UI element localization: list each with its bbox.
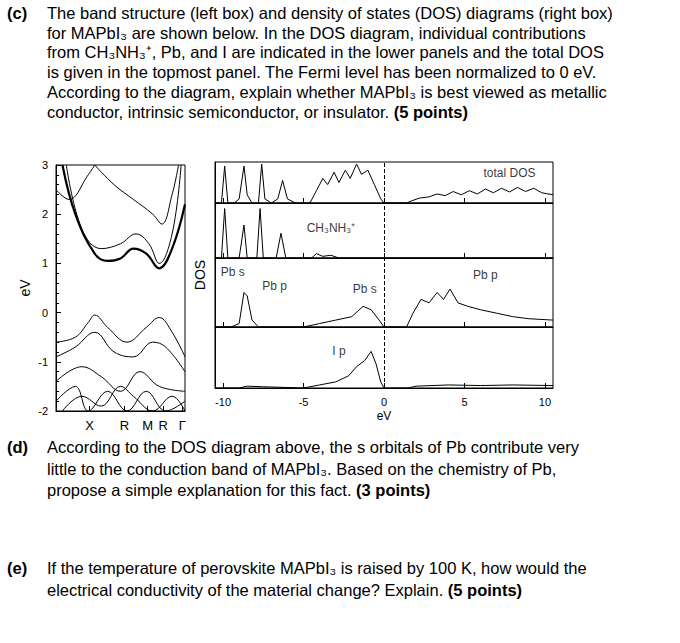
- svg-text:R: R: [120, 418, 129, 433]
- svg-text:Pb s: Pb s: [221, 265, 245, 279]
- html-text:The band structure (left box): The band structure (left box) and densit…: [47, 4, 613, 22]
- html-text:electrical conductivity of the: electrical conductivity of the material …: [47, 581, 523, 599]
- svg-text:5: 5: [461, 396, 467, 408]
- svg-text:total DOS: total DOS: [484, 166, 536, 180]
- html-text:conductor, intrinsic semicondu: conductor, intrinsic semiconductor, or i…: [47, 102, 468, 121]
- html-text:(c): (c): [7, 4, 28, 22]
- svg-text:0: 0: [42, 307, 48, 319]
- html-text:is given in the topmost panel.: is given in the topmost panel. The Fermi…: [47, 63, 597, 82]
- svg-text:eV: eV: [377, 409, 392, 423]
- html-text:for MAPbI₃ are shown below. In: for MAPbI₃ are shown below. In the DOS d…: [47, 23, 586, 42]
- svg-text:I p: I p: [332, 344, 346, 358]
- svg-text:R: R: [158, 418, 167, 433]
- svg-text:10: 10: [539, 396, 551, 408]
- svg-text:M: M: [142, 418, 153, 433]
- svg-text:-5: -5: [299, 396, 309, 408]
- html-text:According to the diagram, expl: According to the diagram, explain whethe…: [47, 82, 607, 101]
- svg-text:Pb p: Pb p: [262, 279, 287, 293]
- html-text:from CH₃NH₃⁺, Pb, and I are in: from CH₃NH₃⁺, Pb, and I are indicated in…: [47, 43, 604, 62]
- svg-text:CH₃NH₃⁺: CH₃NH₃⁺: [307, 221, 355, 235]
- html-text:(d): (d): [7, 438, 29, 456]
- svg-text:-2: -2: [38, 405, 48, 417]
- html-text:little to the conduction band: little to the conduction band of MAPbI₃.…: [47, 459, 557, 478]
- html-text:DOS: DOS: [192, 259, 209, 291]
- svg-text:Pb s: Pb s: [353, 282, 377, 296]
- svg-text:-10: -10: [215, 396, 231, 408]
- svg-text:1: 1: [42, 257, 48, 269]
- svg-text:0: 0: [381, 396, 387, 408]
- svg-text:Pb p: Pb p: [473, 268, 498, 282]
- svg-text:X: X: [85, 418, 94, 433]
- svg-text:eV: eV: [17, 279, 33, 297]
- html-text:If the temperature of perovski: If the temperature of perovskite MAPbI₃ …: [47, 559, 587, 577]
- html-text:According to the DOS diagram a: According to the DOS diagram above, the …: [47, 438, 579, 456]
- svg-text:Γ: Γ: [179, 418, 186, 433]
- svg-text:-1: -1: [38, 356, 48, 368]
- html-text:(e): (e): [7, 559, 28, 577]
- svg-text:3: 3: [42, 159, 48, 171]
- svg-text:2: 2: [42, 208, 48, 220]
- html-text:propose a simple explanation f: propose a simple explanation for this fa…: [47, 481, 431, 499]
